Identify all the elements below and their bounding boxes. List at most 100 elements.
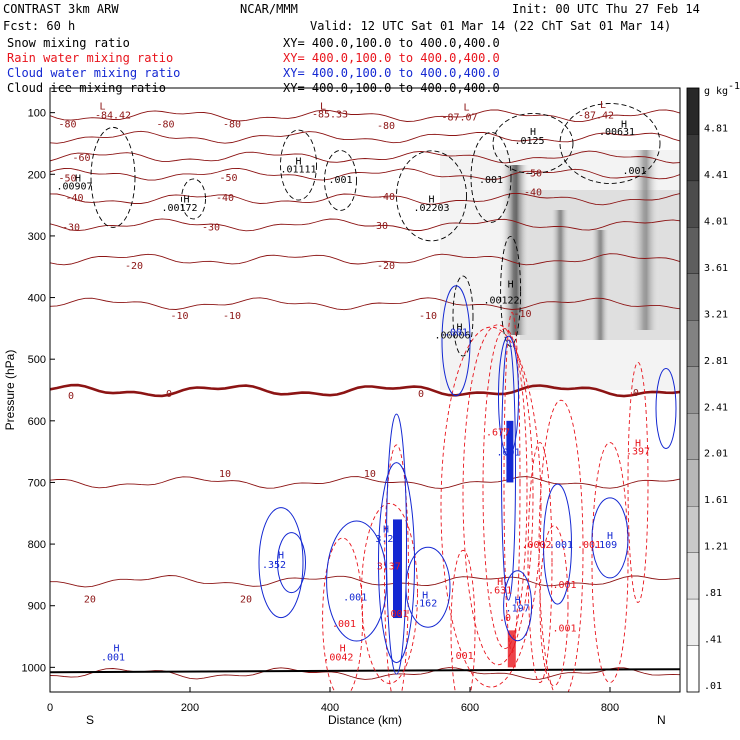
- cloud-water-contour: [386, 413, 407, 675]
- temperature-contour: [50, 253, 680, 266]
- rain-water-contour: [322, 537, 364, 692]
- colorbar-label: 2.01: [704, 449, 728, 460]
- extremum-label: .162: [413, 599, 437, 610]
- rain-water-contour: [591, 442, 629, 684]
- extremum-label: H: [295, 157, 301, 168]
- colorbar-swatch: [686, 227, 700, 274]
- rain-water-contour: [527, 442, 553, 684]
- colorbar-swatch: [686, 459, 700, 507]
- colorbar-swatch: [686, 598, 700, 646]
- extremum-label: .01111: [280, 165, 316, 176]
- temperature-contour-label: -10: [223, 311, 241, 322]
- extremum-label: .001: [101, 652, 125, 663]
- extremum-label: .197: [506, 604, 530, 615]
- temperature-contour-label: -50: [219, 173, 237, 184]
- cloud-ice-contour: [492, 113, 574, 174]
- temperature-contour-label: -10: [513, 309, 531, 320]
- extremum-label: .001: [343, 592, 367, 603]
- colorbar-frame: [686, 87, 700, 693]
- y-tick-label: 100: [28, 108, 46, 120]
- colorbar-swatch: [686, 320, 700, 367]
- field-legend-name: Cloud water mixing ratio: [7, 66, 180, 80]
- cloud-ice-contour: [396, 150, 467, 242]
- temperature-contour: [50, 297, 680, 311]
- extremum-label: .001: [328, 175, 352, 186]
- extremum-label: .0125: [514, 136, 544, 147]
- colorbar-swatch: [686, 366, 700, 414]
- extremum-label: .001: [552, 580, 576, 591]
- rain-water-contour: [361, 502, 418, 684]
- plot-frame: [49, 87, 681, 693]
- rain-water-contour: [462, 324, 534, 666]
- header-model: CONTRAST 3km ARW: [3, 2, 119, 16]
- cloud-water-contour: [378, 462, 415, 664]
- temperature-contour: [50, 109, 680, 123]
- extremum-label: .001: [384, 609, 408, 620]
- ground-line: [50, 668, 680, 674]
- extremum-label: L: [600, 100, 606, 111]
- extremum-label: L: [99, 101, 105, 112]
- temperature-contour-label: 10: [219, 469, 231, 480]
- y-axis-label: Pressure (hPa): [3, 350, 17, 431]
- temperature-contour-label: -30: [202, 223, 220, 234]
- temperature-contour: [50, 150, 680, 164]
- extremum-label: .001: [549, 540, 573, 551]
- header-org: NCAR/MMM: [240, 2, 298, 16]
- extremum-label: .0042: [323, 652, 353, 663]
- temperature-contour-label: -40: [216, 193, 234, 204]
- cloud-water-contour: [258, 507, 304, 619]
- y-tick-label: 900: [28, 601, 46, 613]
- temperature-contour-label: -80: [58, 120, 76, 131]
- header-init: Init: 00 UTC Thu 27 Feb 14: [512, 2, 700, 16]
- colorbar-label: 4.01: [704, 216, 728, 227]
- temperature-contour: [50, 575, 680, 588]
- extremum-label: .00172: [161, 203, 197, 214]
- extremum-label: .00631: [599, 127, 635, 138]
- temperature-contour-label: 10: [364, 469, 376, 480]
- colorbar-units-exponent: -1: [728, 81, 740, 92]
- colorbar-swatch: [686, 413, 700, 460]
- cloud-ice-contour: [280, 129, 317, 201]
- colorbar-label: 4.41: [704, 170, 728, 181]
- field-legend-name: Rain water mixing ratio: [7, 51, 173, 65]
- colorbar-swatch: [686, 506, 700, 553]
- extremum-label: H: [621, 120, 627, 131]
- extremum-label: H: [515, 596, 521, 607]
- rain-water-contour: [440, 326, 542, 688]
- rain-water-contour: [482, 328, 528, 650]
- temperature-contour-label: -80: [377, 121, 395, 132]
- extremum-label: L: [320, 101, 326, 112]
- colorbar-label: 3.61: [704, 263, 728, 274]
- cloud-ice-contour: [324, 149, 357, 211]
- rain-water-contour: [450, 549, 476, 692]
- y-tick-label: 700: [28, 477, 46, 489]
- colorbar-swatch: [686, 552, 700, 600]
- extremum-label: H: [607, 531, 613, 542]
- temperature-contour-label: -40: [65, 193, 83, 204]
- rain-water-contour: [539, 525, 569, 687]
- extremum-label: H: [635, 438, 641, 449]
- temperature-contour-label: -20: [377, 261, 395, 272]
- extremum-label: -87.07: [441, 112, 477, 123]
- x-tick-label: 200: [181, 702, 199, 714]
- temperature-contour-label: -10: [419, 311, 437, 322]
- colorbar-label: 1.21: [704, 542, 728, 553]
- x-tick-label: 0: [47, 702, 53, 714]
- field-legend-xy: XY= 400.0,100.0 to 400.0,400.0: [283, 36, 500, 50]
- colorbar-swatch: [686, 180, 700, 228]
- extremum-label: .02203: [413, 203, 449, 214]
- temperature-contour-label: -60: [72, 153, 90, 164]
- y-tick-label: 1000: [22, 662, 46, 674]
- cloud-ice-contour: [452, 275, 474, 357]
- rain-water-contour: [627, 361, 649, 603]
- cloud-ice-contour: [559, 103, 661, 184]
- colorbar-label: 3.21: [704, 309, 728, 320]
- temperature-contour-label: -80: [156, 120, 174, 131]
- x-tick-label: 800: [601, 702, 619, 714]
- y-tick-label: 200: [28, 169, 46, 181]
- cloud-water-contour: [441, 285, 471, 397]
- header-valid: Valid: 12 UTC Sat 01 Mar 14 (22 ChT Sat …: [310, 19, 671, 33]
- colorbar: 4.81 4.41 4.01 3.61 3.21 2.81 2.41 2.01 1.61 1.21…: [686, 81, 740, 693]
- field-legend-name: Snow mixing ratio: [7, 36, 130, 50]
- x-tick-label: 600: [461, 702, 479, 714]
